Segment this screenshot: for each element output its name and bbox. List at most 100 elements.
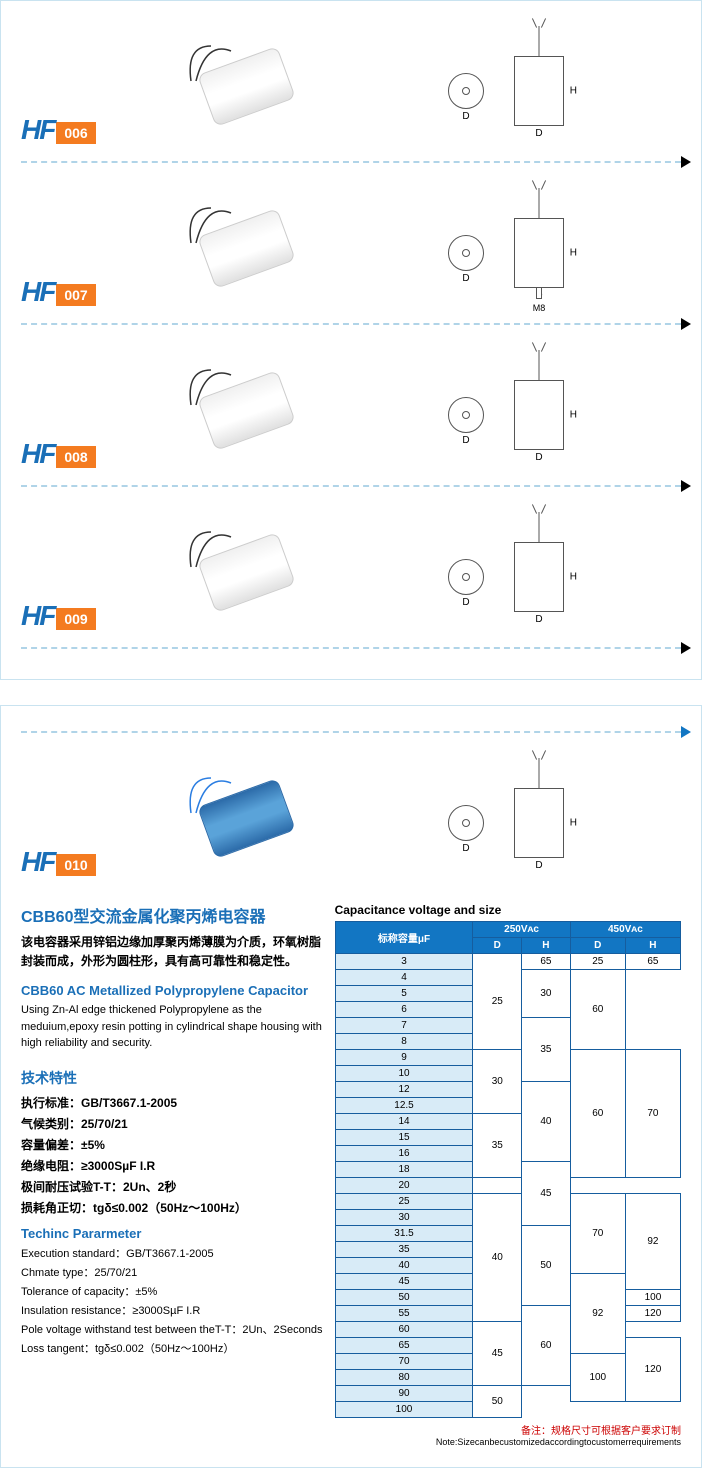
dim-h-label: H [570, 410, 577, 421]
diagram: D H D [331, 768, 681, 878]
cell-h2: 120 [625, 1338, 680, 1402]
table-column: Capacitance voltage and size 标称容量μF 250V… [335, 903, 681, 1447]
diagram-rect: H D M8 [514, 218, 564, 288]
cell-d1: 50 [473, 1386, 522, 1418]
diagram-rect: H D [514, 542, 564, 612]
cell-cap: 3 [335, 954, 473, 970]
diagram-circle: D [448, 559, 484, 595]
diagram: D H D [331, 36, 681, 146]
tech-header-cn: 技术特性 [21, 1068, 325, 1088]
diagram-rect: H D [514, 788, 564, 858]
row-divider [21, 485, 681, 487]
product-label: HF 007 [21, 276, 131, 308]
cell-d2: 35 [522, 1018, 571, 1082]
diagram-stem [539, 26, 540, 56]
th-d1: D [473, 938, 522, 954]
product-row-010: HF 010 D H D [21, 743, 681, 883]
dim-d-label: D [462, 843, 469, 854]
row-divider [21, 161, 681, 163]
table-row: 20 [335, 1178, 680, 1194]
diagram-circle: D [448, 235, 484, 271]
cell-cap: 14 [335, 1114, 473, 1130]
tech-tol: 容量偏差：±5% [21, 1136, 325, 1153]
cell-cap: 20 [335, 1178, 473, 1194]
product-row: HF 008 D H D [21, 335, 681, 475]
cell-h2: 100 [625, 1290, 680, 1306]
cell-h2: 120 [625, 1306, 680, 1322]
diagram: D H D [331, 522, 681, 632]
cell-d1: 25 [473, 954, 522, 1050]
diagram-stem [539, 512, 540, 542]
cell-cap: 6 [335, 1002, 473, 1018]
cell-cap: 60 [335, 1322, 473, 1338]
diagram-rect-wrap: H D [514, 788, 564, 858]
diagram-circle: D [448, 73, 484, 109]
dim-d-label: D [462, 435, 469, 446]
arrow-icon [681, 318, 691, 330]
cell-cap: 40 [335, 1258, 473, 1274]
tech-std-en: Execution standard：GB/T3667.1-2005 [21, 1245, 325, 1261]
th-450v: 450Vᴀᴄ [570, 922, 680, 938]
cell-cap: 15 [335, 1130, 473, 1146]
cell-cap: 50 [335, 1290, 473, 1306]
cap-size-table: 标称容量μF 250Vᴀᴄ 450Vᴀᴄ D H D H 32565256543… [335, 921, 681, 1418]
dim-d-label: D [462, 273, 469, 284]
product-photo [161, 350, 331, 470]
cell-h1: 92 [570, 1274, 625, 1354]
tech-ir-en: Insulation resistance：≥3000SµF I.R [21, 1302, 325, 1318]
cell-cap: 30 [335, 1210, 473, 1226]
description-column: CBB60型交流金属化聚丙烯电容器 该电容器采用锌铝边缘加厚聚丙烯薄膜为介质，环… [21, 903, 325, 1447]
hf-text: HF [21, 114, 54, 146]
diagram-rect: H D [514, 56, 564, 126]
tech-loss-en: Loss tangent：tgδ≤0.002（50Hz～100Hz） [21, 1340, 325, 1356]
cell-cap: 10 [335, 1066, 473, 1082]
diagram: D H D [331, 360, 681, 470]
cell-d2: 30 [522, 970, 571, 1018]
table-row: 325652565 [335, 954, 680, 970]
product-label: HF 009 [21, 600, 131, 632]
product-photo [161, 512, 331, 632]
cell-h2: 92 [625, 1194, 680, 1290]
cell-d1: 40 [473, 1194, 522, 1322]
table-row: 25407092 [335, 1194, 680, 1210]
cell-d1: 35 [473, 1114, 522, 1178]
hf-text: HF [21, 276, 54, 308]
th-cap: 标称容量μF [335, 922, 473, 954]
tech-climate: 气候类别：25/70/21 [21, 1115, 325, 1132]
product-label: HF 008 [21, 438, 131, 470]
hf-text: HF [21, 600, 54, 632]
cell-h1: 65 [522, 954, 571, 970]
desc-en: Using Zn-Al edge thickened Polypropylene… [21, 1002, 325, 1052]
title-en: CBB60 AC Metallized Polypropylene Capaci… [21, 983, 325, 998]
cell-cap: 7 [335, 1018, 473, 1034]
footer-note-cn: 备注：规格尺寸可根据客户要求订制 [335, 1422, 681, 1437]
product-photo [161, 188, 331, 308]
product-number: 006 [56, 122, 95, 144]
cell-cap: 70 [335, 1354, 473, 1370]
diagram-bolt [536, 287, 542, 299]
product-label: HF 010 [21, 846, 131, 878]
cell-cap: 65 [335, 1338, 473, 1354]
diagram-rect-wrap: H D [514, 542, 564, 612]
tech-std: 执行标准：GB/T3667.1-2005 [21, 1094, 325, 1111]
tech-climate-en: Chmate type：25/70/21 [21, 1264, 325, 1280]
dim-d-rect-label: D [535, 860, 542, 871]
th-h2: H [625, 938, 680, 954]
product-section-010: HF 010 D H D CBB60型交 [0, 705, 702, 1468]
arrow-icon [681, 642, 691, 654]
cell-cap: 4 [335, 970, 473, 986]
cell-cap: 100 [335, 1402, 473, 1418]
tech-loss: 损耗角正切：tgδ≤0.002（50Hz～100Hz） [21, 1199, 325, 1216]
tech-header-en: Techinc Pararmeter [21, 1226, 325, 1241]
tech-tol-en: Tolerance of capacity：±5% [21, 1283, 325, 1299]
cell-cap: 25 [335, 1194, 473, 1210]
cell-cap: 55 [335, 1306, 473, 1322]
dim-d-label: D [462, 597, 469, 608]
cell-h2: 70 [625, 1050, 680, 1178]
tech-ir: 绝缘电阻：≥3000SµF I.R [21, 1157, 325, 1174]
table-row: 9306070 [335, 1050, 680, 1066]
th-h1: H [522, 938, 571, 954]
table-head: 标称容量μF 250Vᴀᴄ 450Vᴀᴄ D H D H [335, 922, 680, 954]
cell-cap: 5 [335, 986, 473, 1002]
dim-d-rect-label: D [535, 614, 542, 625]
